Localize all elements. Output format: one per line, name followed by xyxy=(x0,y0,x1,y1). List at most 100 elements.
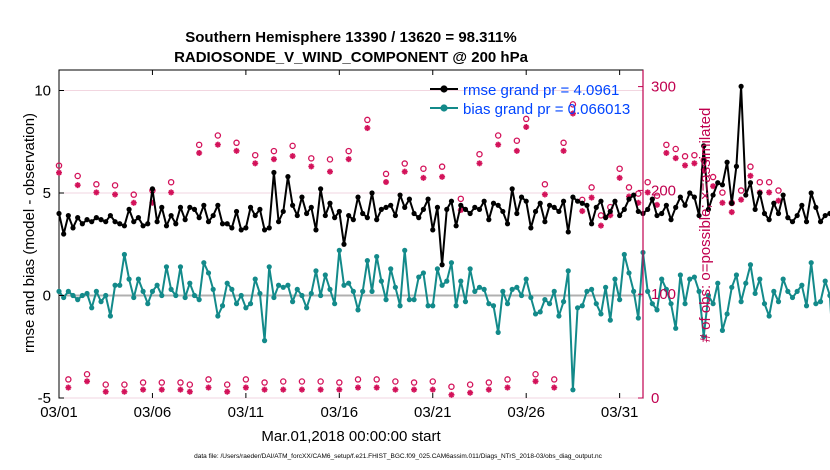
bias-data-point xyxy=(775,299,782,305)
bias-data-point xyxy=(168,286,174,292)
obs-possible-marker xyxy=(476,150,483,158)
rmse-data-point xyxy=(551,204,557,210)
bias-data-point xyxy=(285,282,291,288)
obs-possible-marker xyxy=(663,141,670,149)
obs-assimilated-stroke xyxy=(504,384,511,391)
bias-data-point xyxy=(243,305,249,311)
rmse-data-point xyxy=(570,194,576,200)
bias-data-point xyxy=(154,282,160,288)
rmse-data-point xyxy=(145,221,151,227)
bias-data-point xyxy=(682,301,688,307)
obs-assimilated-stroke xyxy=(177,386,184,393)
rmse-data-point xyxy=(504,221,511,227)
bias-data-point xyxy=(771,288,777,294)
bias-data-point xyxy=(341,282,347,288)
rmse-data-point xyxy=(724,159,730,165)
bias-data-point xyxy=(173,292,179,299)
obs-possible-marker xyxy=(644,178,651,186)
rmse-data-point xyxy=(514,210,520,217)
obs-assimilated-stroke xyxy=(383,179,389,185)
rmse-data-point xyxy=(579,200,585,206)
obs-assimilated-marker xyxy=(242,384,249,391)
rmse-data-point xyxy=(182,217,188,223)
bias-data-point xyxy=(565,268,571,274)
obs-assimilated-stroke xyxy=(719,200,726,206)
obs-possible-marker xyxy=(504,376,511,383)
obs-assimilated-marker xyxy=(383,179,390,186)
bias-data-point xyxy=(56,288,62,294)
bias-data-point xyxy=(79,292,85,299)
obs-assimilated-stroke xyxy=(691,160,698,167)
x-axis-label: Mar.01,2018 00:00:00 start xyxy=(261,428,441,445)
obs-assimilated-marker xyxy=(326,168,333,175)
rmse-data-point xyxy=(205,219,212,225)
bias-data-point xyxy=(65,288,71,294)
rmse-data-point xyxy=(238,227,244,233)
rmse-data-point xyxy=(341,241,347,247)
rmse-data-point xyxy=(191,206,198,212)
rmse-data-point xyxy=(140,223,146,229)
obs-possible-marker xyxy=(167,178,175,186)
rmse-data-point xyxy=(701,143,707,149)
obs-possible-marker xyxy=(139,379,147,386)
bias-data-point xyxy=(383,297,389,303)
obs-assimilated-stroke xyxy=(551,384,557,391)
rmse-data-point xyxy=(360,210,366,217)
bias-data-point xyxy=(668,301,674,307)
bias-series-line xyxy=(58,249,830,391)
obs-possible-marker xyxy=(756,178,764,186)
obs-assimilated-stroke xyxy=(654,202,660,208)
bias-data-point xyxy=(392,284,398,290)
obs-possible-marker xyxy=(709,173,717,181)
bias-data-point xyxy=(626,270,632,276)
bias-data-point xyxy=(705,292,712,299)
obs-possible-marker xyxy=(382,170,390,178)
bias-data-point xyxy=(738,299,744,305)
obs-assimilated-marker xyxy=(448,391,455,398)
obs-assimilated-stroke xyxy=(215,141,221,148)
bias-data-point xyxy=(654,307,660,313)
rmse-data-point xyxy=(799,202,805,208)
obs-assimilated-marker xyxy=(560,147,567,154)
bias-data-point xyxy=(346,280,352,286)
bias-data-point xyxy=(747,262,754,268)
obs-assimilated-marker xyxy=(392,386,399,393)
bias-data-point xyxy=(448,260,455,266)
rmse-data-point xyxy=(392,212,398,219)
rmse-data-point xyxy=(346,212,352,219)
bias-data-point xyxy=(500,288,506,294)
obs-assimilated-marker xyxy=(644,189,651,196)
obs-possible-marker xyxy=(550,376,558,383)
rmse-data-point xyxy=(425,196,431,202)
bias-data-point xyxy=(780,276,786,282)
obs-possible-marker xyxy=(532,370,539,378)
obs-possible-marker xyxy=(177,379,184,386)
bias-data-point xyxy=(117,282,123,288)
bias-data-point xyxy=(350,288,356,294)
legend-rmse-label: rmse grand pr = 4.0961 xyxy=(463,82,619,99)
obs-assimilated-marker xyxy=(56,169,62,176)
obs-possible-marker xyxy=(280,378,287,385)
bias-data-point xyxy=(556,313,562,319)
bias-data-point xyxy=(729,284,735,290)
rmse-data-point xyxy=(275,219,282,225)
rmse-data-point xyxy=(89,219,95,225)
obs-possible-marker xyxy=(214,132,222,139)
bias-data-point xyxy=(481,286,487,292)
y-tick-label: 10 xyxy=(34,83,51,100)
obs-assimilated-stroke xyxy=(103,389,109,395)
obs-possible-marker xyxy=(121,381,128,388)
obs-assimilated-stroke xyxy=(682,162,688,169)
bias-data-point xyxy=(593,301,599,307)
rmse-data-point xyxy=(635,208,641,215)
obs-assimilated-marker xyxy=(112,191,119,198)
obs-assimilated-stroke xyxy=(607,212,613,218)
obs-assimilated-stroke xyxy=(467,390,473,396)
bias-data-point xyxy=(93,288,99,294)
bias-data-point xyxy=(518,292,525,299)
obs-assimilated-marker xyxy=(579,208,586,215)
bias-data-point xyxy=(107,313,113,319)
rmse-data-point xyxy=(789,219,796,225)
rmse-data-point xyxy=(682,202,688,208)
rmse-data-point xyxy=(659,210,665,217)
